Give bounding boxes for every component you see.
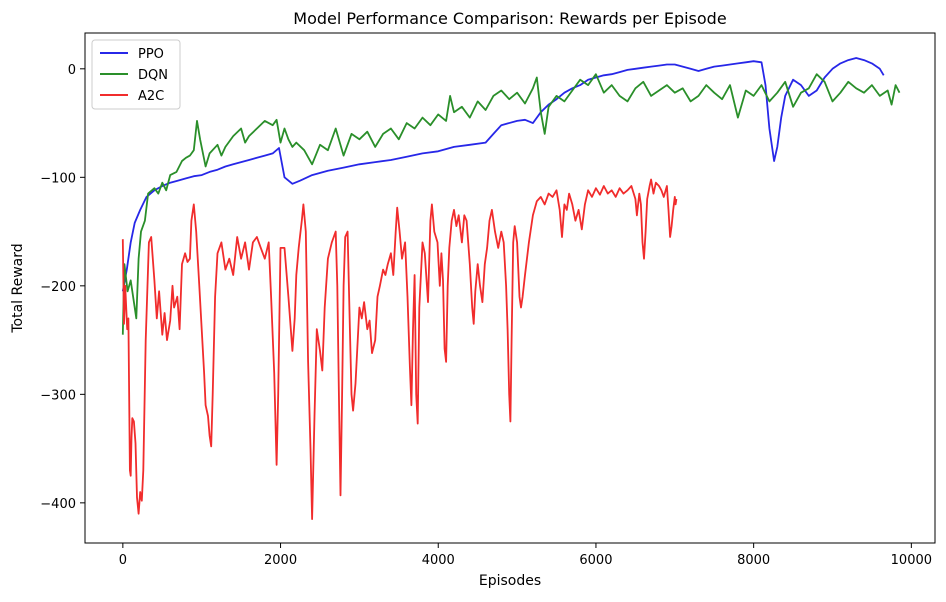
- legend-label-a2c: A2C: [138, 89, 164, 104]
- legend: PPO DQN A2C: [91, 39, 181, 110]
- x-tick-label: 0: [119, 553, 127, 568]
- y-axis-label: Total Reward: [10, 243, 26, 333]
- x-tick-label: 8000: [737, 553, 770, 568]
- y-tick-label: −200: [40, 280, 76, 295]
- y-tick-label: −300: [40, 388, 76, 403]
- legend-frame: [91, 39, 181, 110]
- series-line-ppo: [121, 57, 885, 292]
- y-tick-label: −400: [40, 497, 76, 512]
- y-axis-ticks: 0 −100 −200 −300 −400: [40, 63, 85, 512]
- legend-label-ppo: PPO: [138, 47, 164, 62]
- x-tick-label: 4000: [422, 553, 455, 568]
- series-line-a2c: [121, 178, 678, 520]
- y-tick-label: −100: [40, 171, 76, 186]
- x-tick-label: 6000: [579, 553, 612, 568]
- series-line-dqn: [121, 73, 901, 335]
- legend-label-dqn: DQN: [138, 68, 168, 83]
- x-tick-label: 2000: [264, 553, 297, 568]
- x-axis-ticks: 0 2000 4000 6000 8000 10000: [119, 543, 932, 568]
- x-tick-label: 10000: [891, 553, 932, 568]
- plot-frame: [84, 32, 936, 544]
- series-lines: [121, 57, 901, 520]
- chart-title: Model Performance Comparison: Rewards pe…: [293, 9, 726, 28]
- y-tick-label: 0: [68, 63, 76, 78]
- x-axis-label: Episodes: [479, 573, 541, 589]
